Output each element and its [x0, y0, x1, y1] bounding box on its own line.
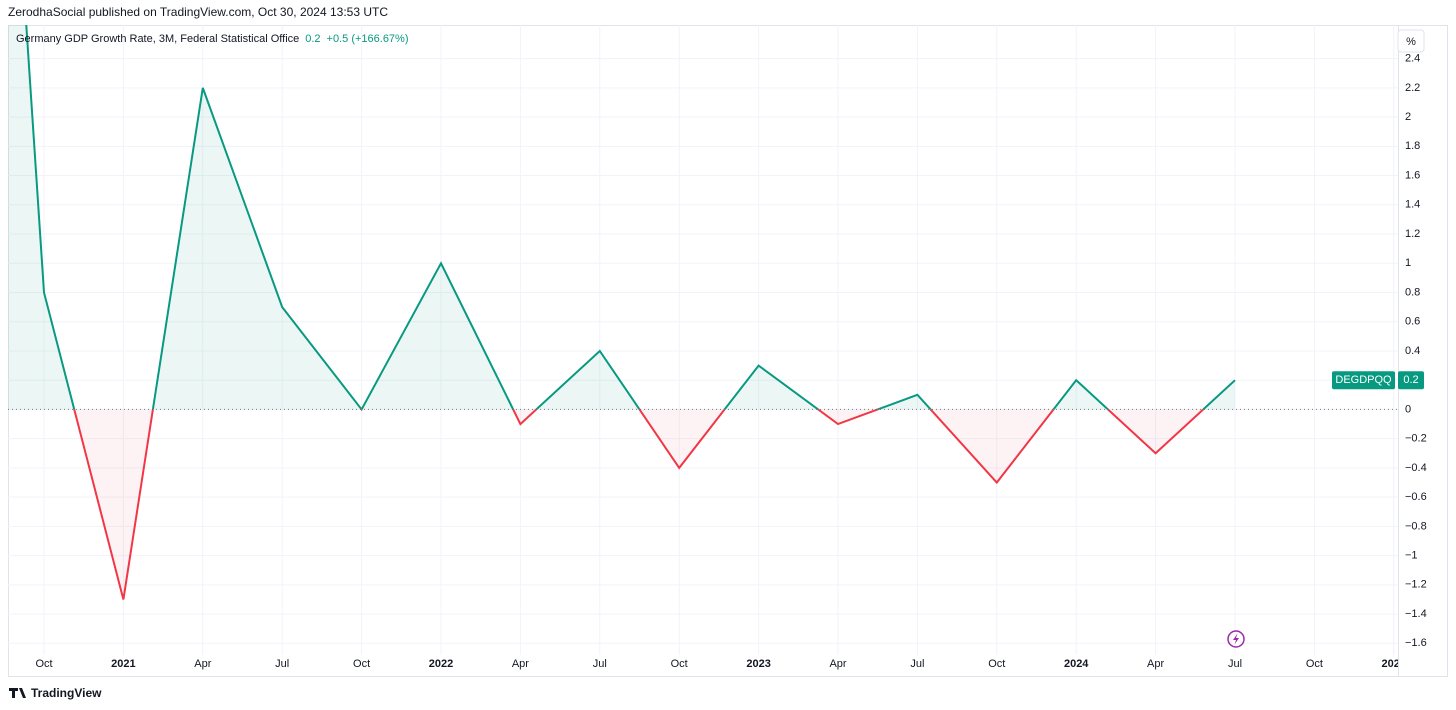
x-tick-label: Oct [988, 658, 1005, 670]
x-tick-label: Apr [829, 658, 846, 670]
y-tick-label: 1.6 [1405, 169, 1420, 181]
legend-value: 0.2 [305, 33, 320, 45]
x-tick-label: 2025 [1382, 658, 1406, 670]
y-tick-label: 1.2 [1405, 228, 1420, 240]
event-icon-bolt [1233, 633, 1239, 645]
y-tick-label: 1.4 [1405, 199, 1420, 211]
y-tick-label: −1.6 [1405, 637, 1427, 649]
y-tick-label: 1.8 [1405, 140, 1420, 152]
scale-button-label: % [1406, 36, 1416, 48]
legend-title: Germany GDP Growth Rate, 3M, Federal Sta… [16, 33, 299, 45]
area-negative [8, 409, 1235, 600]
line-positive [25, 25, 1236, 410]
x-tick-label: 2023 [746, 658, 770, 670]
y-tick-label: −0.2 [1405, 433, 1427, 445]
x-tick-label: 2021 [111, 658, 135, 670]
x-tick-label: Jul [275, 658, 289, 670]
x-tick-label: Oct [35, 658, 52, 670]
last-value-badge [1398, 371, 1424, 390]
y-tick-label: −0.8 [1405, 520, 1427, 532]
series-name-badge [1332, 371, 1395, 390]
y-tick-label: 2.2 [1405, 82, 1420, 94]
y-tick-label: 0 [1405, 403, 1411, 415]
y-tick-label: −1.4 [1405, 608, 1427, 620]
last-value: 0.2 [1403, 374, 1418, 386]
series-name: DEGDPQQ [1335, 374, 1392, 386]
y-tick-label: 2 [1405, 111, 1411, 123]
y-tick-label: 0.8 [1405, 286, 1420, 298]
x-tick-label: Jul [910, 658, 924, 670]
y-tick-label: 2.4 [1405, 53, 1420, 65]
x-tick-label: Apr [194, 658, 211, 670]
y-tick-label: 0.6 [1405, 316, 1420, 328]
line-negative [73, 409, 1205, 600]
x-tick-label: Oct [1306, 658, 1323, 670]
brand: TradingView [31, 686, 102, 700]
x-tick-label: Oct [353, 658, 370, 670]
brand-logo [9, 688, 26, 698]
scale-button[interactable] [1397, 29, 1425, 53]
x-tick-label: Jul [593, 658, 607, 670]
x-tick-label: 2024 [1064, 658, 1089, 670]
header: ZerodhaSocial published on TradingView.c… [8, 5, 388, 19]
y-tick-label: 0.4 [1405, 345, 1420, 357]
x-tick-label: 2022 [429, 658, 453, 670]
y-tick-label: −1.2 [1405, 579, 1427, 591]
legend-change: +0.5 (+166.67%) [327, 33, 409, 45]
x-tick-label: Apr [1147, 658, 1164, 670]
x-tick-label: Jul [1228, 658, 1242, 670]
y-tick-label: 1 [1405, 257, 1411, 269]
x-tick-label: Oct [671, 658, 688, 670]
y-tick-label: −0.4 [1405, 462, 1427, 474]
y-tick-label: −1 [1405, 550, 1418, 562]
y-tick-label: −0.6 [1405, 491, 1427, 503]
x-tick-label: Apr [512, 658, 529, 670]
